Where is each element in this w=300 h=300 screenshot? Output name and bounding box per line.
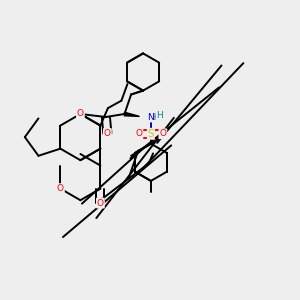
- Text: O: O: [57, 184, 64, 193]
- Text: O: O: [104, 129, 111, 138]
- Text: O: O: [159, 129, 167, 138]
- Text: S: S: [148, 129, 154, 139]
- Polygon shape: [124, 112, 140, 116]
- Text: H: H: [157, 111, 163, 120]
- Text: O: O: [135, 129, 142, 138]
- Text: NH: NH: [147, 112, 160, 122]
- Text: O: O: [77, 110, 84, 118]
- Text: O: O: [97, 199, 104, 208]
